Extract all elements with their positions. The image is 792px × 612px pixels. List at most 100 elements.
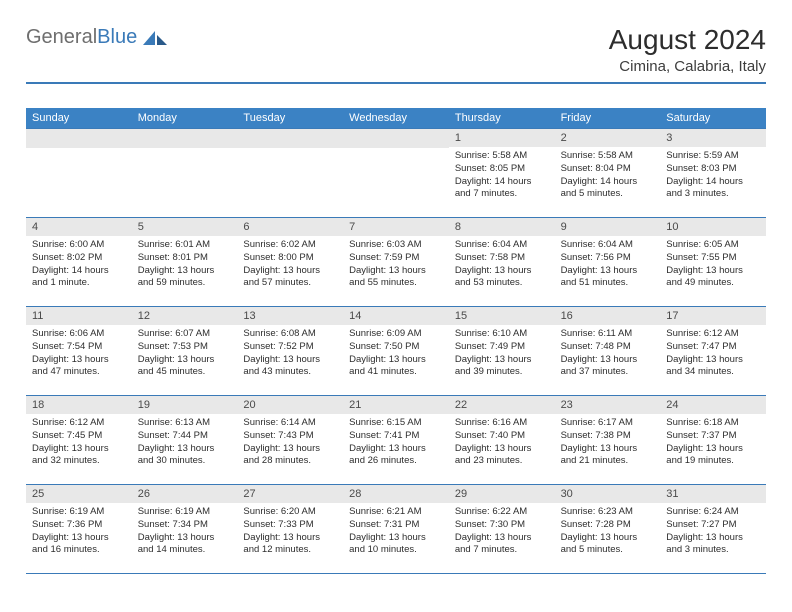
sunset-text: Sunset: 7:38 PM (561, 430, 655, 443)
day-empty (132, 129, 238, 148)
daylight-text: Daylight: 14 hours and 7 minutes. (455, 176, 549, 202)
sunset-text: Sunset: 8:05 PM (455, 163, 549, 176)
day-details: Sunrise: 6:10 AMSunset: 7:49 PMDaylight:… (449, 325, 555, 385)
day-number: 5 (132, 218, 238, 236)
day-header-tue: Tuesday (237, 108, 343, 128)
day-cell: 12Sunrise: 6:07 AMSunset: 7:53 PMDayligh… (132, 307, 238, 395)
sunrise-text: Sunrise: 6:23 AM (561, 506, 655, 519)
sunrise-text: Sunrise: 6:07 AM (138, 328, 232, 341)
sunrise-text: Sunrise: 6:00 AM (32, 239, 126, 252)
sunset-text: Sunset: 7:45 PM (32, 430, 126, 443)
sunrise-text: Sunrise: 6:09 AM (349, 328, 443, 341)
day-details: Sunrise: 6:18 AMSunset: 7:37 PMDaylight:… (660, 414, 766, 474)
day-details: Sunrise: 6:04 AMSunset: 7:58 PMDaylight:… (449, 236, 555, 296)
day-cell: 20 Sunrise: 6:14 AMSunset: 7:43 PMDayligh… (237, 396, 343, 484)
day-number: 10 (660, 218, 766, 236)
day-number: 12 (132, 307, 238, 325)
day-cell: 5Sunrise: 6:01 AMSunset: 8:01 PMDaylight… (132, 218, 238, 306)
daylight-text: Daylight: 13 hours and 21 minutes. (561, 443, 655, 469)
daylight-text: Daylight: 13 hours and 49 minutes. (666, 265, 760, 291)
day-cell: 15Sunrise: 6:10 AMSunset: 7:49 PMDayligh… (449, 307, 555, 395)
sunset-text: Sunset: 7:37 PM (666, 430, 760, 443)
daylight-text: Daylight: 13 hours and 16 minutes. (32, 532, 126, 558)
sunset-text: Sunset: 7:54 PM (32, 341, 126, 354)
sunset-text: Sunset: 7:48 PM (561, 341, 655, 354)
location-divider (26, 82, 766, 84)
day-number: 30 (555, 485, 661, 503)
day-number: 21 (343, 396, 449, 414)
day-details: Sunrise: 6:13 AMSunset: 7:44 PMDaylight:… (132, 414, 238, 474)
day-number: 22 (449, 396, 555, 414)
daylight-text: Daylight: 13 hours and 47 minutes. (32, 354, 126, 380)
day-number: 1 (449, 129, 555, 147)
day-header-mon: Monday (132, 108, 238, 128)
sunrise-text: Sunrise: 6:10 AM (455, 328, 549, 341)
daylight-text: Daylight: 13 hours and 41 minutes. (349, 354, 443, 380)
daylight-text: Daylight: 13 hours and 14 minutes. (138, 532, 232, 558)
day-number: 7 (343, 218, 449, 236)
sunset-text: Sunset: 8:00 PM (243, 252, 337, 265)
day-details: Sunrise: 6:19 AMSunset: 7:34 PMDaylight:… (132, 503, 238, 563)
sunset-text: Sunset: 8:03 PM (666, 163, 760, 176)
day-details: Sunrise: 6:17 AMSunset: 7:38 PMDaylight:… (555, 414, 661, 474)
day-cell: 9Sunrise: 6:04 AMSunset: 7:56 PMDaylight… (555, 218, 661, 306)
sunrise-text: Sunrise: 6:16 AM (455, 417, 549, 430)
day-cell: 26Sunrise: 6:19 AMSunset: 7:34 PMDayligh… (132, 485, 238, 573)
week-row: 11Sunrise: 6:06 AMSunset: 7:54 PMDayligh… (26, 306, 766, 395)
sunrise-text: Sunrise: 6:14 AM (243, 417, 337, 430)
daylight-text: Daylight: 14 hours and 3 minutes. (666, 176, 760, 202)
day-cell (132, 129, 238, 217)
day-cell: 1Sunrise: 5:58 AMSunset: 8:05 PMDaylight… (449, 129, 555, 217)
day-cell (26, 129, 132, 217)
day-number: 3 (660, 129, 766, 147)
day-cell: 21Sunrise: 6:15 AMSunset: 7:41 PMDayligh… (343, 396, 449, 484)
daylight-text: Daylight: 13 hours and 39 minutes. (455, 354, 549, 380)
day-number: 31 (660, 485, 766, 503)
sunset-text: Sunset: 7:49 PM (455, 341, 549, 354)
day-cell: 30Sunrise: 6:23 AMSunset: 7:28 PMDayligh… (555, 485, 661, 573)
daylight-text: Daylight: 13 hours and 12 minutes. (243, 532, 337, 558)
week-row: 4Sunrise: 6:00 AMSunset: 8:02 PMDaylight… (26, 217, 766, 306)
day-cell: 11Sunrise: 6:06 AMSunset: 7:54 PMDayligh… (26, 307, 132, 395)
sunset-text: Sunset: 7:40 PM (455, 430, 549, 443)
sunset-text: Sunset: 7:33 PM (243, 519, 337, 532)
day-number: 4 (26, 218, 132, 236)
day-details: Sunrise: 6:22 AMSunset: 7:30 PMDaylight:… (449, 503, 555, 563)
day-cell (237, 129, 343, 217)
week-row: 25Sunrise: 6:19 AMSunset: 7:36 PMDayligh… (26, 484, 766, 574)
daylight-text: Daylight: 13 hours and 32 minutes. (32, 443, 126, 469)
sunrise-text: Sunrise: 6:20 AM (243, 506, 337, 519)
day-header-wed: Wednesday (343, 108, 449, 128)
day-number: 11 (26, 307, 132, 325)
sunset-text: Sunset: 7:44 PM (138, 430, 232, 443)
day-header-sun: Sunday (26, 108, 132, 128)
sunset-text: Sunset: 7:52 PM (243, 341, 337, 354)
sunset-text: Sunset: 7:43 PM (243, 430, 337, 443)
calendar: Sunday Monday Tuesday Wednesday Thursday… (26, 108, 766, 574)
day-number: 6 (237, 218, 343, 236)
sunset-text: Sunset: 7:53 PM (138, 341, 232, 354)
day-number: 25 (26, 485, 132, 503)
day-header-sat: Saturday (660, 108, 766, 128)
day-cell: 25Sunrise: 6:19 AMSunset: 7:36 PMDayligh… (26, 485, 132, 573)
day-details: Sunrise: 6:09 AMSunset: 7:50 PMDaylight:… (343, 325, 449, 385)
day-cell: 31Sunrise: 6:24 AMSunset: 7:27 PMDayligh… (660, 485, 766, 573)
sunset-text: Sunset: 7:55 PM (666, 252, 760, 265)
daylight-text: Daylight: 13 hours and 7 minutes. (455, 532, 549, 558)
day-number: 23 (555, 396, 661, 414)
sunrise-text: Sunrise: 6:04 AM (455, 239, 549, 252)
sunset-text: Sunset: 7:59 PM (349, 252, 443, 265)
week-row: 1Sunrise: 5:58 AMSunset: 8:05 PMDaylight… (26, 128, 766, 217)
sunrise-text: Sunrise: 6:03 AM (349, 239, 443, 252)
sunset-text: Sunset: 7:30 PM (455, 519, 549, 532)
day-empty (26, 129, 132, 148)
day-number: 17 (660, 307, 766, 325)
daylight-text: Daylight: 13 hours and 28 minutes. (243, 443, 337, 469)
sunset-text: Sunset: 7:56 PM (561, 252, 655, 265)
day-empty (237, 129, 343, 148)
day-number: 28 (343, 485, 449, 503)
logo: General Blue (26, 26, 169, 49)
day-cell: 17Sunrise: 6:12 AMSunset: 7:47 PMDayligh… (660, 307, 766, 395)
day-number: 20 (237, 396, 343, 414)
daylight-text: Daylight: 13 hours and 43 minutes. (243, 354, 337, 380)
